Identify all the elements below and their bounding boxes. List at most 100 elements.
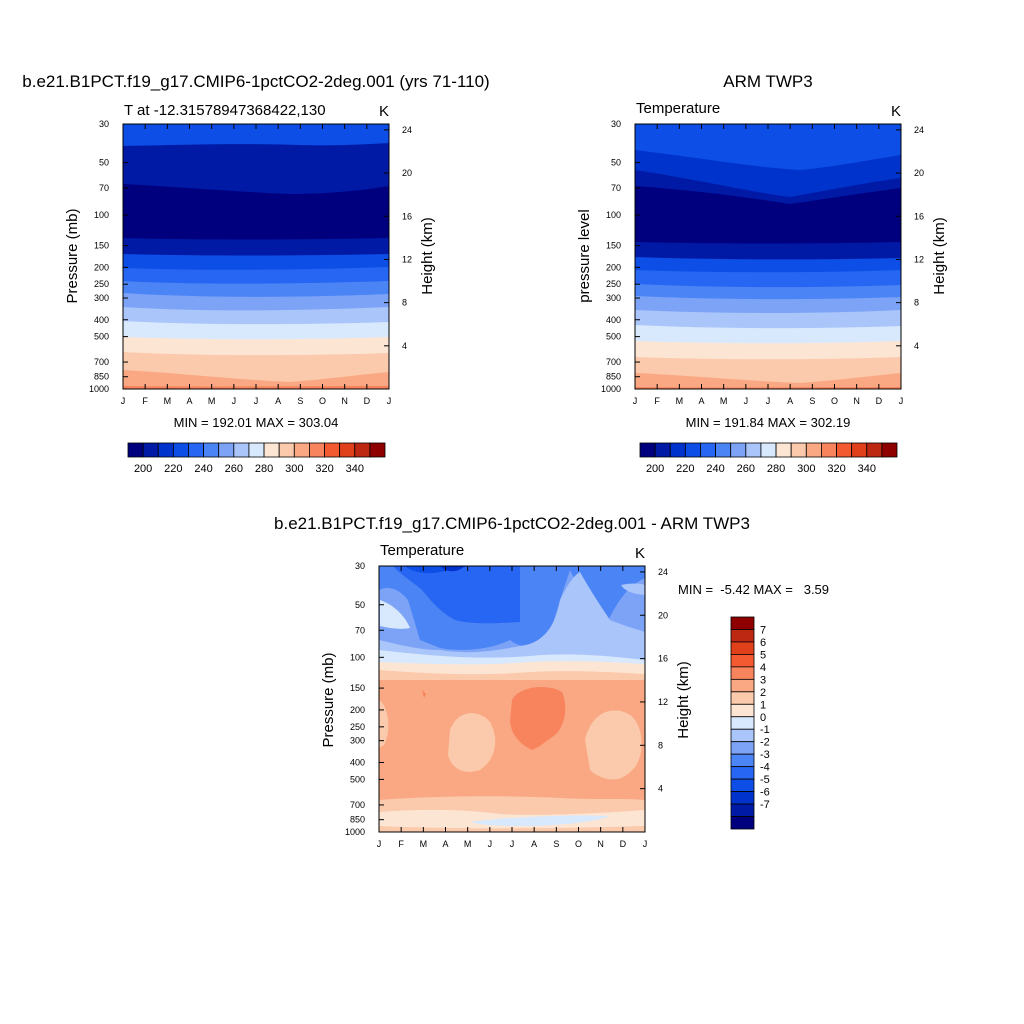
panel2-colorbar-label: 220 [676,463,694,475]
panel1-colorbar-label: 280 [255,463,273,475]
panel3-y-tick-label: 70 [355,625,365,635]
panel3-x-tick-label: O [575,839,582,849]
panel3-y-tick-label: 1000 [345,827,365,837]
panel2-colorbar-box [760,442,777,458]
panel2-x-tick-label: F [654,396,660,406]
panel2-x-tick-label: M [676,396,684,406]
panel3-contours [379,566,645,832]
panel1-x-tick-label: S [297,396,303,406]
panel3-x-tick-label: M [420,839,428,849]
panel2-height-tick-label: 4 [914,341,919,351]
panel3-colorbar-label: 5 [760,649,766,661]
panel3-colorbar-box [730,803,755,817]
panel3-y-tick-label: 30 [355,561,365,571]
panel3-colorbar-box [730,691,755,705]
panel1-contours [123,124,389,389]
panel1-colorbar-box [172,442,189,458]
panel1-height-tick-label: 12 [402,254,412,264]
panel2-y-tick-label: 150 [606,241,621,251]
panel2-colorbar-box [836,442,853,458]
panel2-y-tick-label: 850 [606,372,621,382]
panel2-height-tick-label: 20 [914,168,924,178]
panel1-colorbar-box [354,442,371,458]
panel2-x-tick-label: S [809,396,815,406]
panel1-x-tick-label: M [164,396,172,406]
panel1-x-tick-label: J [121,396,126,406]
panel2-title: ARM TWP3 [723,72,813,91]
panel2-x-tick-label: A [698,396,704,406]
panel1-height-tick-label: 8 [402,298,407,308]
panel3-x-tick-label: D [620,839,627,849]
panel3-colorbar-box [730,654,755,668]
panel1-colorbar-box [293,442,310,458]
panel1-y-tick-label: 300 [94,293,109,303]
panel3-x-tick-label: A [531,839,537,849]
panel1-colorbar-label: 240 [194,463,212,475]
panel3-height-tick-label: 4 [658,784,663,794]
panel2-colorbar-label: 320 [827,463,845,475]
panel1-height-tick-label: 20 [402,168,412,178]
panel1-title: b.e21.B1PCT.f19_g17.CMIP6-1pctCO2-2deg.0… [22,72,490,91]
panel1-x-tick-label: D [364,396,371,406]
panel3-y-tick-label: 850 [350,815,365,825]
panel1-colorbar-box [188,442,204,458]
panel1-colorbar-box [142,442,159,458]
panel1-colorbar-label: 340 [346,463,364,475]
panel2-x-tick-label: J [899,396,904,406]
panel3-x-tick-label: S [553,839,559,849]
panel3-x-tick-label: J [510,839,515,849]
panel1-subtitle: T at -12.31578947368422,130 [124,102,326,119]
panel2-x-tick-label: J [766,396,771,406]
panel2-colorbar-box [821,442,837,458]
panel2-y-tick-label: 200 [606,262,621,272]
panel1-x-tick-label: N [341,396,348,406]
panel1-colorbar-box [263,442,280,458]
panel3-title: b.e21.B1PCT.f19_g17.CMIP6-1pctCO2-2deg.0… [274,514,750,533]
panel1-colorbar-label: 220 [164,463,182,475]
panel1-ylabel-right: Height (km) [419,217,436,295]
panel1-colorbar-label: 320 [315,463,333,475]
panel3-colorbar-label: -2 [760,737,770,749]
panel1-colorbar-box [203,442,220,458]
panel2-colorbar-label: 300 [797,463,815,475]
panel3-colorbar-box [730,616,755,630]
panel1-colorbar-box [324,442,341,458]
panel3-stats: MIN = -5.42 MAX = 3.59 [678,582,829,597]
panel2-y-tick-label: 30 [611,119,621,129]
panel1-colorbar-label: 200 [134,463,152,475]
panel2-colorbar-label: 240 [706,463,724,475]
panel3-x-tick-label: M [464,839,472,849]
panel2-x-tick-label: J [744,396,749,406]
panel2-colorbar-box [684,442,701,458]
panel3-colorbar-box [730,641,755,655]
panel3-colorbar-label: -6 [760,787,770,799]
panel2-x-tick-label: M [720,396,728,406]
panel3-colorbar-box [730,666,755,680]
panel2-y-tick-label: 300 [606,293,621,303]
panel3-colorbar-label: -1 [760,724,770,736]
panel2-colorbar-box [851,442,868,458]
panel1-y-tick-label: 50 [99,158,109,168]
panel1-y-tick-label: 30 [99,119,109,129]
panel1-x-tick-label: J [254,396,259,406]
panel3-y-tick-label: 250 [350,722,365,732]
panel2-x-tick-label: O [831,396,838,406]
panel3-colorbar-box [730,816,755,830]
panel3-x-tick-label: F [398,839,404,849]
panel2-colorbar-label: 340 [858,463,876,475]
panel3-colorbar-box [730,753,755,768]
panel2-ylabel-right: Height (km) [931,217,948,295]
panel3-colorbar-box [730,741,755,755]
panel3-y-tick-label: 500 [350,774,365,784]
panel1-height-tick-label: 24 [402,125,412,135]
panel3-colorbar-label: 1 [760,699,766,711]
panel2-colorbar-label: 260 [737,463,755,475]
panel1-y-tick-label: 850 [94,372,109,382]
panel3-x-tick-label: J [488,839,493,849]
panel2-colorbar-box [866,442,883,458]
panel2-units: K [891,103,901,120]
panel2-colorbar-box [730,442,747,458]
